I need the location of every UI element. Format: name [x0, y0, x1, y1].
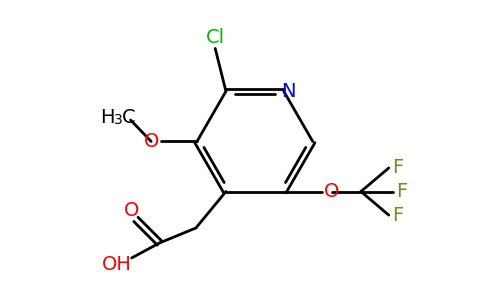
Text: N: N	[281, 82, 295, 101]
Text: F: F	[392, 158, 403, 178]
Text: Cl: Cl	[206, 28, 225, 47]
Text: H: H	[100, 108, 114, 128]
Text: F: F	[396, 182, 407, 201]
Text: O: O	[324, 182, 339, 201]
Text: 3: 3	[114, 113, 123, 127]
Text: C: C	[121, 108, 135, 128]
Text: O: O	[143, 132, 159, 151]
Text: O: O	[124, 201, 139, 220]
Text: OH: OH	[102, 255, 132, 274]
Text: F: F	[392, 206, 403, 225]
